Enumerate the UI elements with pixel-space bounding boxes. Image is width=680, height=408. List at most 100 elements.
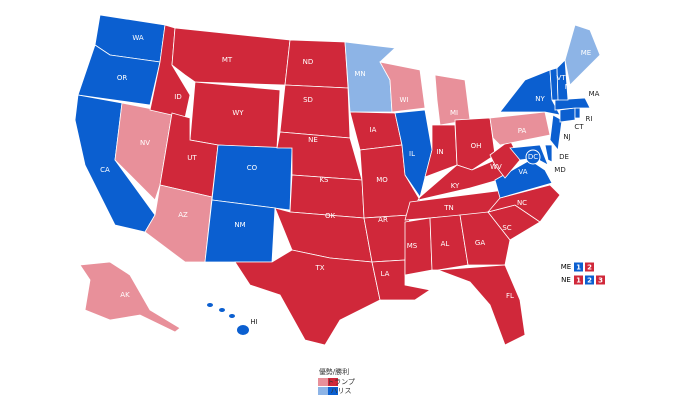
state — [284, 39, 349, 89]
state-label: OH — [471, 142, 482, 150]
district-number: 3 — [598, 277, 603, 285]
state-label: TN — [443, 204, 454, 212]
state — [207, 303, 213, 307]
state-label: CA — [100, 166, 110, 174]
state-label: AZ — [178, 211, 188, 219]
state-label: WY — [232, 109, 244, 117]
state-label: KY — [451, 182, 460, 190]
state-label: MT — [222, 56, 233, 64]
state-label: OK — [325, 212, 336, 220]
state — [544, 144, 553, 163]
state — [454, 117, 496, 171]
state — [279, 84, 351, 139]
state-label: MA — [589, 90, 600, 98]
state — [549, 114, 563, 151]
state-label: SD — [303, 96, 313, 104]
state-label: DC — [528, 153, 538, 161]
state-label: WI — [400, 96, 409, 104]
state — [559, 107, 576, 123]
state-label: NM — [234, 221, 245, 229]
legend-swatch — [328, 387, 338, 395]
state — [556, 59, 569, 101]
state-label: WA — [132, 34, 144, 42]
legend-label: ハリス — [331, 387, 352, 395]
state-label: DE — [559, 153, 569, 161]
state — [424, 124, 458, 178]
legend-swatch — [318, 387, 328, 395]
state-label: VT — [556, 74, 566, 82]
state-label: KS — [319, 176, 329, 184]
state-label: PA — [518, 127, 527, 135]
state-label: HI — [250, 318, 257, 326]
state-label: IN — [436, 148, 443, 156]
state-label: ID — [174, 93, 181, 101]
state — [229, 314, 235, 318]
legend-title: 優勢/勝利 — [319, 367, 349, 376]
state-label: NC — [517, 199, 527, 207]
legend-label: トランプ — [327, 378, 355, 386]
district-state: NE — [561, 276, 571, 284]
state — [459, 211, 511, 266]
legend-swatch — [318, 378, 328, 386]
state-label: IA — [370, 126, 377, 134]
district-state: ME — [561, 263, 571, 271]
state — [525, 149, 541, 165]
district-number: 2 — [587, 264, 592, 272]
state-label: NY — [535, 95, 545, 103]
state-label: LA — [381, 270, 390, 278]
state — [564, 24, 601, 86]
state-label: NE — [308, 136, 318, 144]
state-label: OR — [117, 74, 128, 82]
state — [79, 261, 181, 333]
state — [204, 199, 276, 263]
state — [77, 44, 161, 106]
state-label: MO — [376, 176, 388, 184]
district-box — [596, 275, 605, 285]
district-box — [574, 275, 583, 285]
state — [574, 107, 581, 119]
district-box — [574, 262, 583, 272]
state-label: MN — [354, 70, 365, 78]
state-label: UT — [187, 154, 197, 162]
state — [437, 264, 526, 346]
state-label: ME — [581, 49, 591, 57]
state — [494, 159, 553, 199]
state-label: VA — [518, 168, 527, 176]
state-label: FL — [506, 292, 514, 300]
state-labels: WA OR CA NV ID MT WY UT AZ CO NM ND SD NE KS OK TX MN IA MO… — [100, 34, 599, 326]
state-label: MS — [407, 242, 418, 250]
state — [344, 41, 396, 113]
state — [234, 249, 381, 346]
state-label: AK — [120, 291, 130, 299]
state — [554, 97, 591, 111]
state-label: RI — [586, 115, 593, 123]
state-label: NH — [565, 83, 576, 91]
district-box — [585, 262, 594, 272]
state-label: WV — [490, 163, 502, 171]
state-label: TX — [314, 264, 324, 272]
state-label: CT — [574, 123, 584, 131]
district-number: 1 — [576, 264, 581, 272]
state-label: MD — [554, 166, 565, 174]
states — [74, 14, 601, 346]
state — [237, 325, 249, 335]
state-label: IL — [409, 150, 415, 158]
state — [219, 308, 225, 312]
state — [429, 214, 469, 271]
state — [486, 184, 561, 223]
state — [211, 144, 293, 211]
state-label: AL — [441, 240, 450, 248]
state — [489, 111, 551, 146]
district-number: 1 — [576, 277, 581, 285]
state-label: MI — [450, 109, 458, 117]
legend-swatch — [328, 378, 338, 386]
state-label: ND — [303, 58, 314, 66]
state-label: AR — [378, 216, 388, 224]
state-label: GA — [475, 239, 485, 247]
district-number: 2 — [587, 277, 592, 285]
state-label: CO — [247, 164, 258, 172]
state-label: NJ — [563, 133, 570, 141]
state-label: NV — [140, 139, 150, 147]
district-box — [585, 275, 594, 285]
